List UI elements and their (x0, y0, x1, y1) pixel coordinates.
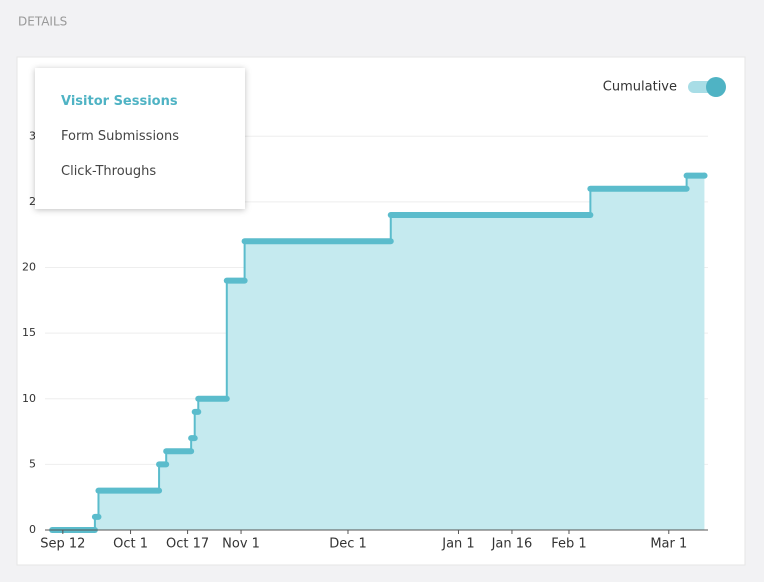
area (52, 175, 705, 530)
y-tick-label: 0 (29, 523, 36, 536)
y-tick-label: 15 (22, 326, 36, 339)
y-tick-label: 5 (29, 457, 36, 470)
y-tick-label: 3 (29, 129, 36, 142)
section-title: DETAILS (18, 15, 67, 29)
series-menu: Visitor Sessions Form Submissions Click-Th… (35, 68, 245, 209)
menu-item[interactable]: Visitor Sessions (61, 94, 178, 109)
y-tick-label: 2 (29, 195, 36, 208)
x-tick-label: Oct 1 (113, 537, 148, 552)
x-tick-label: Feb 1 (551, 537, 586, 552)
toggle-knob (706, 77, 726, 97)
x-tick-label: Mar 1 (650, 537, 687, 552)
x-tick-label: Sep 12 (40, 537, 85, 552)
x-tick-label: Dec 1 (329, 537, 367, 552)
x-tick-label: Oct 17 (166, 537, 209, 552)
x-tick-label: Jan 16 (491, 537, 533, 552)
y-tick-label: 20 (22, 261, 36, 274)
menu-item[interactable]: Click-Throughs (61, 164, 157, 179)
x-tick-label: Nov 1 (222, 537, 260, 552)
y-tick-label: 10 (22, 392, 36, 405)
toggle[interactable] (688, 77, 726, 97)
toggle-label: Cumulative (603, 80, 677, 95)
x-tick-label: Jan 1 (441, 537, 474, 552)
menu-item[interactable]: Form Submissions (61, 129, 180, 144)
